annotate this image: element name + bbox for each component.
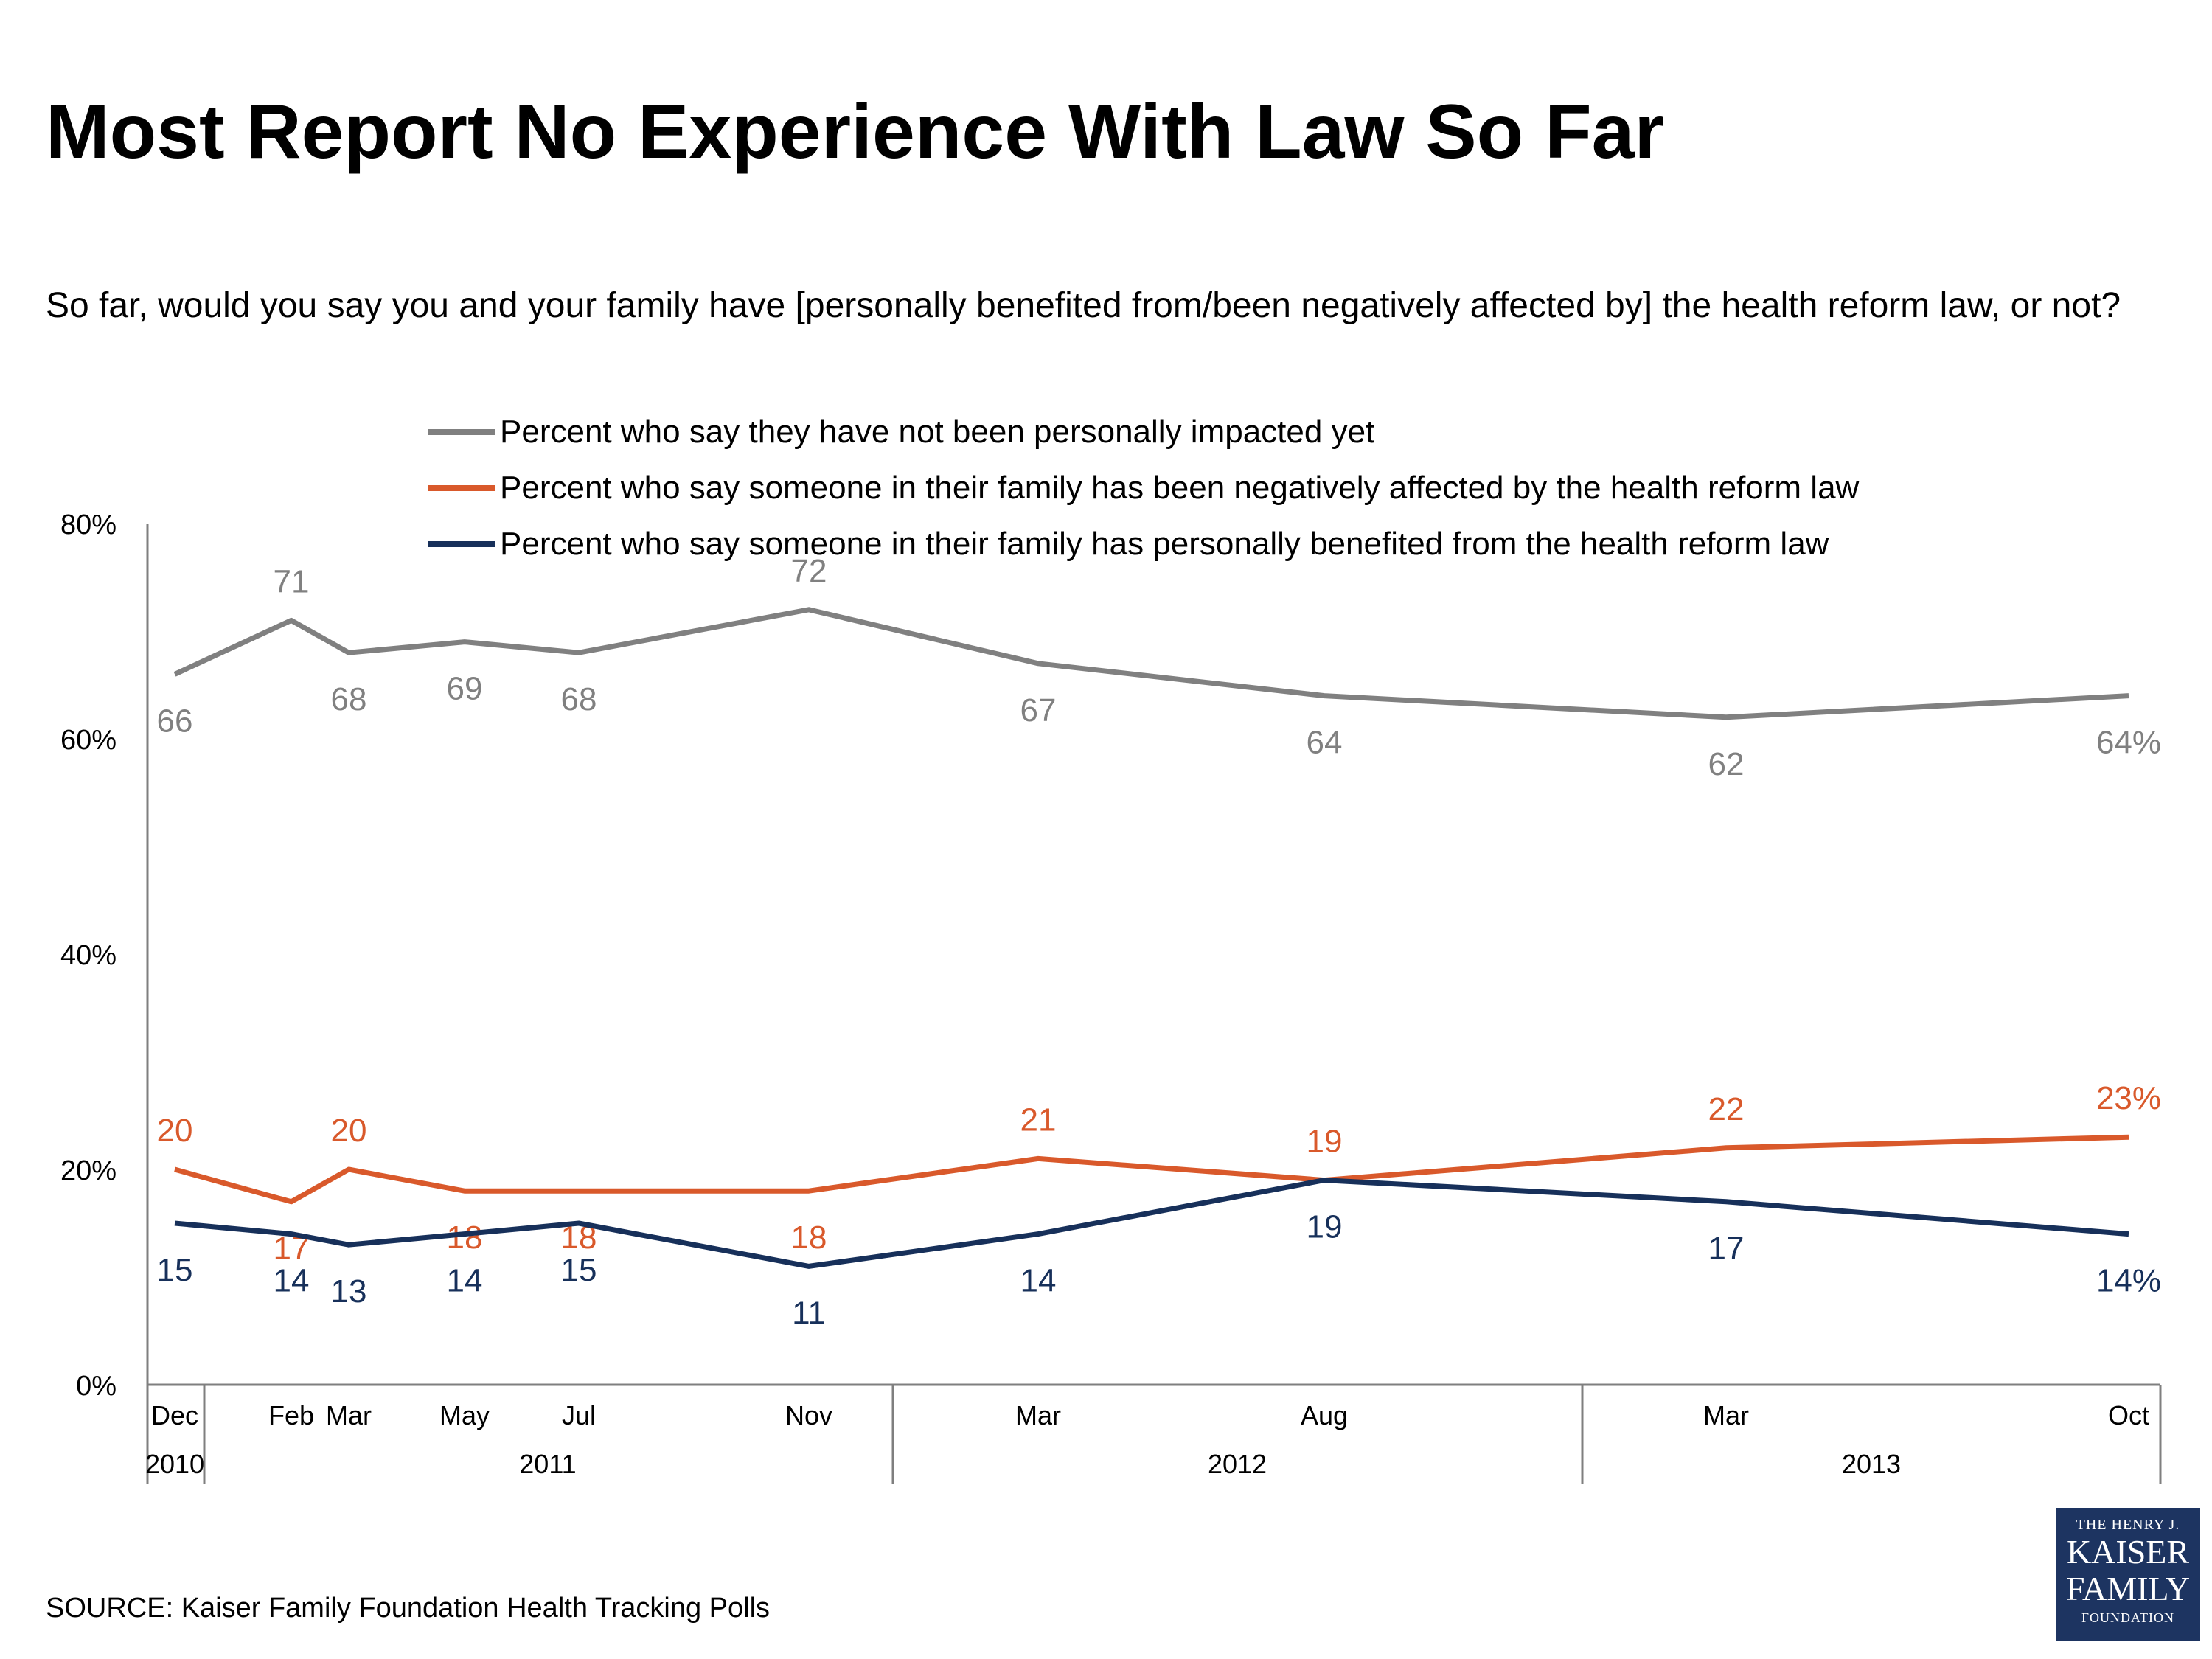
series-line-not-impacted <box>173 607 2129 720</box>
y-tick-label: 0% <box>76 1371 116 1402</box>
data-label-not-impacted: 68 <box>561 681 597 717</box>
y-tick-label: 60% <box>60 725 116 756</box>
legend-swatch-gray <box>428 429 495 435</box>
data-label-negatively-affected: 20 <box>157 1113 193 1149</box>
data-label-not-impacted: 68 <box>331 681 367 717</box>
data-label-not-impacted: 72 <box>791 553 827 589</box>
data-label-not-impacted: 66 <box>157 703 193 739</box>
source-note: SOURCE: Kaiser Family Foundation Health … <box>46 1593 771 1624</box>
data-label-negatively-affected: 22 <box>1708 1091 1745 1127</box>
chart-title: Most Report No Experience With Law So Fa… <box>46 89 1664 175</box>
data-label-benefited: 14% <box>2096 1263 2161 1299</box>
x-tick-label: Dec <box>151 1400 198 1430</box>
data-label-not-impacted: 69 <box>447 671 483 707</box>
x-tick-label: Mar <box>1703 1400 1749 1430</box>
data-label-benefited: 17 <box>1708 1231 1745 1267</box>
legend-label: Percent who say someone in their family … <box>500 470 1860 506</box>
x-tick-label: May <box>439 1400 490 1430</box>
data-label-negatively-affected: 20 <box>331 1113 367 1149</box>
data-label-benefited: 11 <box>792 1295 826 1331</box>
data-label-benefited: 14 <box>447 1263 483 1299</box>
chart-subtitle: So far, would you say you and your famil… <box>46 286 2121 325</box>
y-tick-label: 40% <box>60 940 116 971</box>
y-tick-label: 80% <box>60 509 116 540</box>
data-label-benefited: 15 <box>157 1252 193 1288</box>
x-tick-label: Nov <box>785 1400 832 1430</box>
x-year-label: 2012 <box>1208 1449 1267 1479</box>
legend-swatch-orange <box>428 485 495 491</box>
kaiser-family-foundation-logo: THE HENRY J. KAISER FAMILY FOUNDATION <box>2056 1508 2200 1641</box>
x-tick-label: Feb <box>268 1400 314 1430</box>
x-tick-label: Jul <box>562 1400 596 1430</box>
series-line-benefited <box>174 1178 2129 1269</box>
x-tick-label: Aug <box>1301 1400 1348 1430</box>
data-label-not-impacted: 71 <box>274 563 310 599</box>
legend: Percent who say they have not been perso… <box>428 404 1859 572</box>
data-label-negatively-affected: 21 <box>1020 1102 1057 1138</box>
x-year-label: 2011 <box>519 1449 576 1479</box>
legend-item-negatively-affected: Percent who say someone in their family … <box>428 460 1859 516</box>
legend-item-not-impacted: Percent who say they have not been perso… <box>428 404 1859 460</box>
y-tick-label: 20% <box>60 1155 116 1186</box>
data-label-benefited: 14 <box>1020 1263 1057 1299</box>
data-label-benefited: 19 <box>1307 1209 1343 1245</box>
data-label-benefited: 13 <box>331 1273 367 1310</box>
data-label-not-impacted: 62 <box>1708 746 1745 782</box>
data-label-negatively-affected: 19 <box>1307 1124 1343 1160</box>
x-year-label: 2013 <box>1842 1449 1901 1479</box>
x-tick-label: Mar <box>1015 1400 1061 1430</box>
data-label-negatively-affected: 23% <box>2096 1080 2161 1116</box>
data-label-not-impacted: 64% <box>2096 725 2161 761</box>
x-tick-label: Oct <box>2108 1400 2149 1430</box>
legend-label: Percent who say someone in their family … <box>500 526 1829 562</box>
data-label-not-impacted: 67 <box>1020 692 1057 728</box>
data-label-not-impacted: 64 <box>1307 725 1343 761</box>
data-label-negatively-affected: 18 <box>791 1220 827 1256</box>
data-label-benefited: 15 <box>561 1252 597 1288</box>
x-year-label: 2010 <box>145 1449 204 1479</box>
legend-swatch-navy <box>428 541 495 547</box>
x-tick-label: Mar <box>326 1400 372 1430</box>
data-label-benefited: 14 <box>274 1263 310 1299</box>
series-line-negatively-affected <box>174 1134 2129 1205</box>
legend-item-benefited: Percent who say someone in their family … <box>428 516 1859 572</box>
legend-label: Percent who say they have not been perso… <box>500 414 1375 450</box>
data-label-negatively-affected: 18 <box>447 1220 483 1256</box>
